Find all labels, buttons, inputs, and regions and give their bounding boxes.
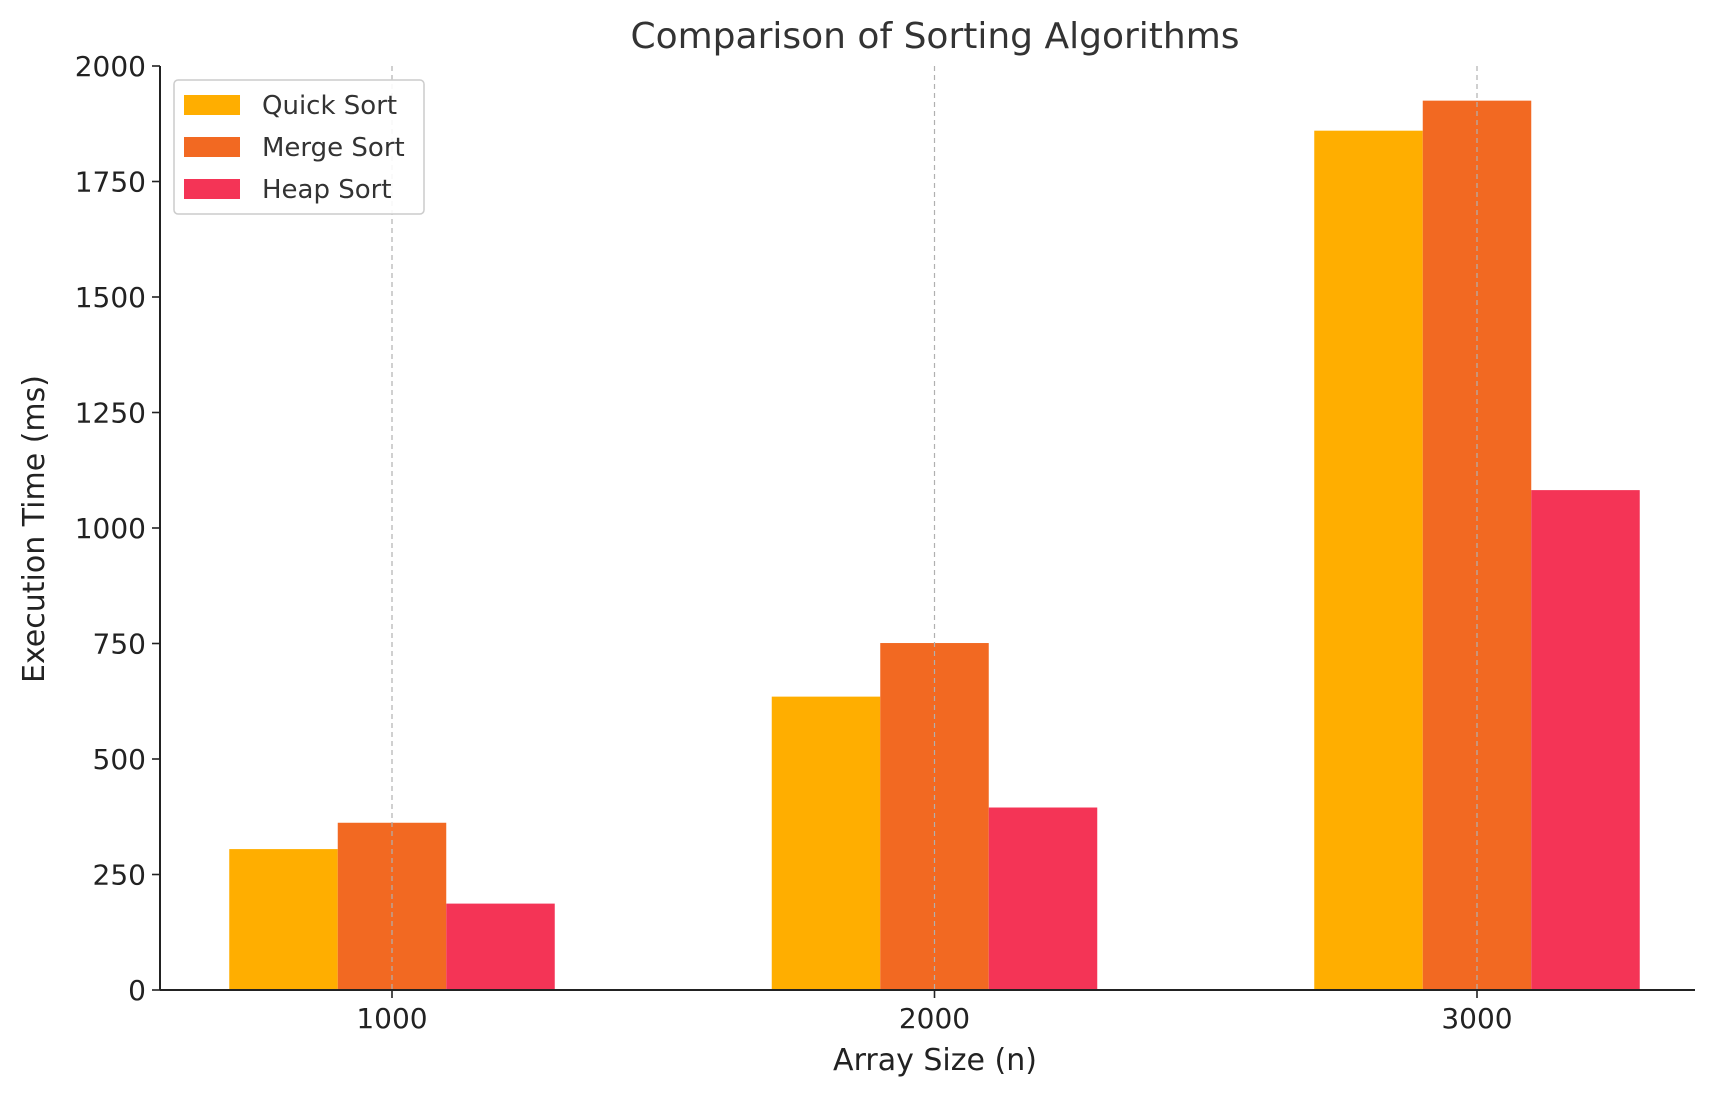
y-tick-label-1250: 1250 bbox=[75, 397, 146, 430]
legend-label-merge-sort: Merge Sort bbox=[262, 133, 405, 163]
legend: Quick Sort Merge Sort Heap Sort bbox=[173, 79, 425, 215]
y-tick-label-1750: 1750 bbox=[75, 166, 146, 199]
x-axis-label: Array Size (n) bbox=[833, 1043, 1037, 1078]
y-tick-label-2000: 2000 bbox=[75, 50, 146, 83]
legend-label-quick-sort: Quick Sort bbox=[262, 91, 397, 121]
x-tick-label-1000: 1000 bbox=[356, 1002, 427, 1035]
y-tick-label-250: 250 bbox=[93, 859, 146, 892]
y-tick-label-1000: 1000 bbox=[75, 512, 146, 545]
y-tick-label-1500: 1500 bbox=[75, 281, 146, 314]
bar-heap-sort-3000 bbox=[1531, 490, 1640, 990]
y-tick-label-0: 0 bbox=[128, 974, 146, 1007]
x-tick-label-3000: 3000 bbox=[1441, 1002, 1512, 1035]
bar-heap-sort-2000 bbox=[988, 807, 1098, 990]
legend-swatch-merge-sort bbox=[184, 137, 240, 157]
legend-swatch-quick-sort bbox=[184, 95, 240, 115]
bar-quick-sort-3000 bbox=[1314, 130, 1423, 990]
legend-label-heap-sort: Heap Sort bbox=[262, 175, 392, 205]
bar-quick-sort-2000 bbox=[771, 696, 881, 990]
grid-layer bbox=[391, 66, 1478, 990]
bar-heap-sort-1000 bbox=[446, 903, 555, 990]
y-axis-label: Execution Time (ms) bbox=[17, 375, 52, 683]
chart-title: Comparison of Sorting Algorithms bbox=[630, 16, 1239, 57]
ticks-layer: 0 250 500 750 1000 1250 1500 1750 2000 1000 2000 30… bbox=[75, 50, 1513, 1035]
bar-quick-sort-1000 bbox=[229, 849, 338, 990]
x-tick-label-2000: 2000 bbox=[899, 1002, 970, 1035]
legend-swatch-heap-sort bbox=[184, 179, 240, 199]
y-tick-label-500: 500 bbox=[93, 743, 146, 776]
y-tick-label-750: 750 bbox=[93, 628, 146, 661]
